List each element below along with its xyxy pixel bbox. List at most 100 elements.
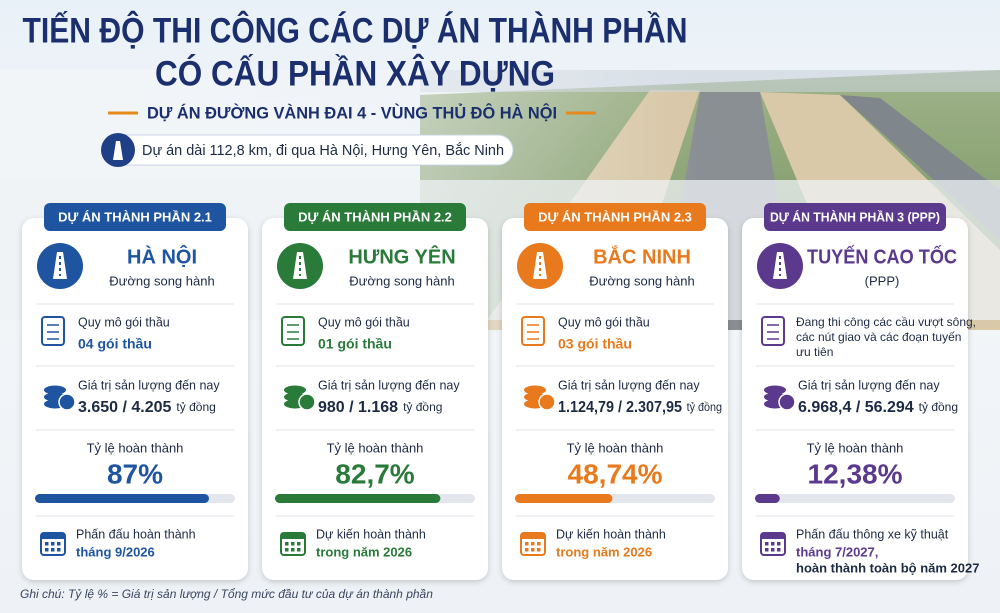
output-label: Giá trị sản lượng đến nay bbox=[798, 378, 940, 392]
card-icon bbox=[53, 252, 67, 279]
clipboard-icon bbox=[281, 316, 305, 346]
calendar-icon bbox=[771, 548, 775, 552]
card-name: TUYẾN CAO TỐC bbox=[807, 244, 957, 268]
output-line: 1.124,79 / 2.307,95 tỷ đồng bbox=[558, 399, 722, 416]
card-subtitle: Đường song hành bbox=[109, 273, 214, 288]
calendar-icon bbox=[531, 548, 535, 552]
card-tab bbox=[44, 203, 226, 231]
calendar-icon bbox=[765, 542, 769, 546]
scale-text: các nút giao và các đoạn tuyến bbox=[796, 330, 961, 344]
scale-value: 01 gói thầu bbox=[318, 336, 392, 352]
completion-label: Tỷ lệ hoàn thành bbox=[327, 440, 424, 455]
card-bg bbox=[22, 218, 248, 580]
calendar-icon bbox=[281, 533, 305, 539]
calendar-icon bbox=[51, 542, 55, 546]
calendar-icon bbox=[45, 542, 49, 546]
calendar-icon bbox=[41, 533, 65, 539]
card-tab-label: DỰ ÁN THÀNH PHẦN 2.1 bbox=[58, 209, 212, 224]
target-value: trong năm 2026 bbox=[556, 544, 652, 559]
completion-label: Tỷ lệ hoàn thành bbox=[807, 440, 904, 455]
title-line: CÓ CẤU PHẦN XÂY DỰNG bbox=[155, 53, 555, 93]
calendar-icon bbox=[285, 542, 289, 546]
card-name: BẮC NINH bbox=[593, 244, 691, 268]
coins-icon bbox=[58, 393, 76, 411]
scale-label: Quy mô gói thầu bbox=[318, 315, 410, 329]
calendar-icon bbox=[51, 548, 55, 552]
calendar-icon bbox=[297, 542, 301, 546]
card: DỰ ÁN THÀNH PHẦN 2.2 HƯNG YÊN Đường song h… bbox=[262, 203, 488, 580]
calendar-icon bbox=[45, 548, 49, 552]
target-label: Dự kiến hoàn thành bbox=[316, 527, 426, 541]
info-text: Dự án dài 112,8 km, đi qua Hà Nội, Hưng … bbox=[142, 142, 504, 159]
card-tab-label: DỰ ÁN THÀNH PHẦN 2.3 bbox=[538, 209, 692, 224]
scale-label: Quy mô gói thầu bbox=[558, 315, 650, 329]
calendar-icon bbox=[765, 548, 769, 552]
calendar-icon bbox=[537, 542, 541, 546]
header: TIẾN ĐỘ THI CÔNG CÁC DỰ ÁN THÀNH PHẦN CÓ… bbox=[23, 10, 688, 167]
coins-icon bbox=[284, 385, 306, 395]
road-icon bbox=[113, 141, 123, 160]
scale-value: 03 gói thầu bbox=[558, 336, 632, 352]
calendar-icon bbox=[57, 548, 61, 552]
calendar-icon bbox=[525, 548, 529, 552]
completion-percent: 48,74% bbox=[568, 458, 663, 489]
completion-percent: 82,7% bbox=[335, 458, 414, 489]
calendar-icon bbox=[777, 548, 781, 552]
coins-icon bbox=[524, 385, 546, 395]
output-value: 1.124,79 / 2.307,95 bbox=[558, 399, 682, 416]
footnote: Ghi chú: Tỷ lệ % = Giá trị sản lượng / T… bbox=[20, 587, 433, 601]
target-value: hoàn thành toàn bộ năm 2027 bbox=[796, 560, 979, 575]
progress-track bbox=[755, 494, 955, 503]
target-value: tháng 7/2027, bbox=[796, 544, 878, 559]
target-label: Phấn đấu thông xe kỹ thuật bbox=[796, 527, 949, 541]
clipboard-icon bbox=[41, 316, 65, 346]
calendar-icon bbox=[297, 548, 301, 552]
completion-label: Tỷ lệ hoàn thành bbox=[567, 440, 664, 455]
scale-text: ưu tiên bbox=[796, 345, 833, 359]
progress-bar bbox=[35, 494, 209, 503]
completion-label: Tỷ lệ hoàn thành bbox=[87, 440, 184, 455]
target-value: tháng 9/2026 bbox=[76, 544, 155, 559]
calendar-icon bbox=[521, 533, 545, 539]
calendar-icon bbox=[531, 542, 535, 546]
progress-bar bbox=[275, 494, 441, 503]
target-label: Phấn đấu hoàn thành bbox=[76, 527, 196, 541]
card-icon bbox=[773, 252, 787, 279]
card-subtitle: Đường song hành bbox=[349, 273, 454, 288]
output-value: 3.650 / 4.205 bbox=[78, 399, 172, 416]
card-bg bbox=[502, 218, 728, 580]
scale-value: 04 gói thầu bbox=[78, 336, 152, 352]
card: DỰ ÁN THÀNH PHẦN 2.1 HÀ NỘI Đường song hàn… bbox=[22, 203, 248, 580]
card: DỰ ÁN THÀNH PHẦN 3 (PPP) TUYẾN CAO TỐC (PP… bbox=[742, 203, 979, 580]
card-name: HƯNG YÊN bbox=[348, 244, 455, 268]
coins-icon bbox=[44, 385, 66, 395]
progress-bar bbox=[755, 494, 780, 503]
card-icon bbox=[293, 252, 307, 279]
output-line: 6.968,4 / 56.294 tỷ đồng bbox=[798, 399, 958, 416]
target-value: trong năm 2026 bbox=[316, 544, 412, 559]
target-label: Dự kiến hoàn thành bbox=[556, 527, 666, 541]
calendar-icon bbox=[285, 548, 289, 552]
card-tab-label: DỰ ÁN THÀNH PHẦN 2.2 bbox=[298, 209, 452, 224]
title-line: TIẾN ĐỘ THI CÔNG CÁC DỰ ÁN THÀNH PHẦN bbox=[23, 10, 688, 50]
card-name: HÀ NỘI bbox=[127, 244, 197, 268]
card-bg bbox=[262, 218, 488, 580]
output-unit: tỷ đồng bbox=[919, 400, 958, 414]
card: DỰ ÁN THÀNH PHẦN 2.3 BẮC NINH Đường song h… bbox=[502, 203, 728, 580]
output-line: 3.650 / 4.205 tỷ đồng bbox=[78, 399, 216, 416]
clipboard-icon bbox=[521, 316, 545, 346]
output-line: 980 / 1.168 tỷ đồng bbox=[318, 399, 442, 416]
card-icon bbox=[533, 252, 547, 279]
card-subtitle: (PPP) bbox=[865, 273, 900, 288]
output-unit: tỷ đồng bbox=[687, 400, 722, 414]
completion-percent: 87% bbox=[107, 458, 163, 489]
output-label: Giá trị sản lượng đến nay bbox=[318, 378, 460, 392]
calendar-icon bbox=[537, 548, 541, 552]
output-unit: tỷ đồng bbox=[403, 400, 442, 414]
clipboard-icon bbox=[761, 316, 785, 346]
coins-icon bbox=[298, 393, 316, 411]
output-value: 6.968,4 / 56.294 bbox=[798, 399, 914, 416]
